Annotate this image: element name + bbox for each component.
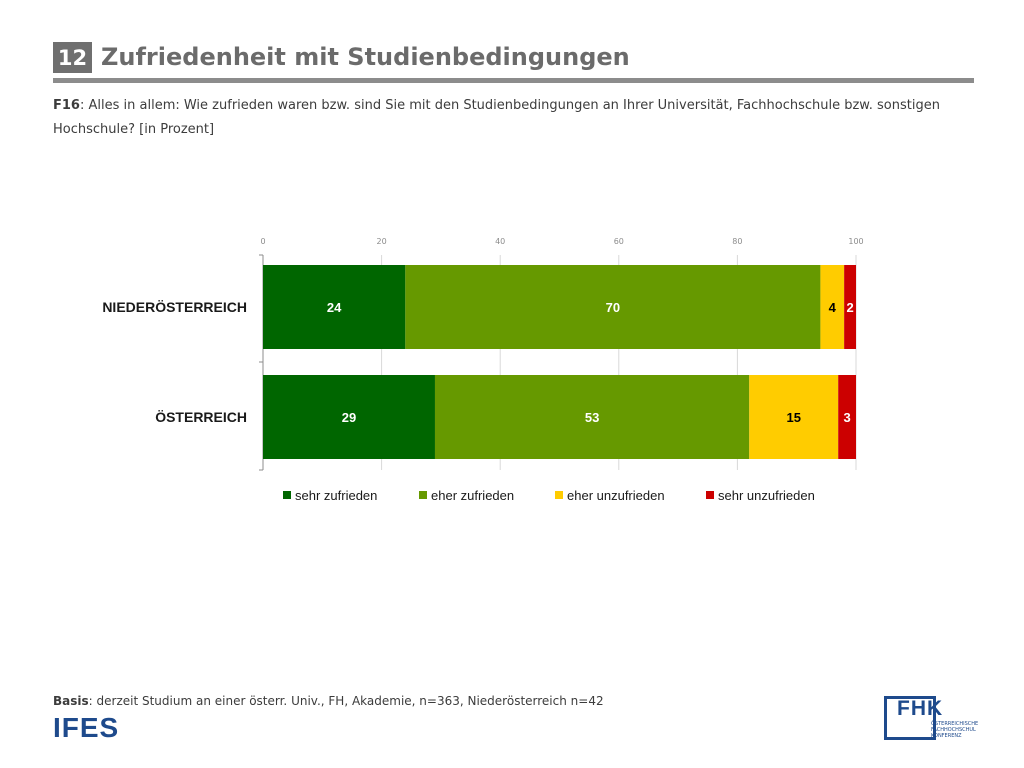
title-divider — [53, 78, 974, 83]
data-label: 15 — [787, 410, 801, 425]
page-title: Zufriedenheit mit Studienbedingungen — [101, 43, 630, 71]
bar-segment — [844, 265, 856, 349]
question-code: F16 — [53, 98, 80, 113]
fhk-logo-frame — [884, 696, 936, 740]
bar-segment — [820, 265, 845, 349]
slide-number-badge: 12 — [53, 42, 92, 73]
x-tick-label: 40 — [495, 237, 505, 246]
question-body: : Alles in allem: Wie zufrieden waren bz… — [53, 98, 940, 137]
ifes-logo: IFES — [53, 712, 119, 740]
category-label: NIEDERÖSTERREICH — [102, 299, 247, 315]
legend-label: eher zufrieden — [431, 488, 514, 503]
basis-text: : derzeit Studium an einer österr. Univ.… — [88, 694, 604, 708]
x-tick-label: 20 — [377, 237, 387, 246]
legend-swatch — [706, 491, 714, 499]
bar-segment — [434, 375, 750, 459]
legend-swatch — [419, 491, 427, 499]
legend-label: sehr unzufrieden — [718, 488, 815, 503]
x-tick-label: 0 — [260, 237, 265, 246]
bar-segment — [838, 375, 856, 459]
data-label: 2 — [846, 300, 853, 315]
question-text: F16: Alles in allem: Wie zufrieden waren… — [53, 94, 953, 142]
bar-segment — [263, 265, 406, 349]
data-label: 29 — [342, 410, 356, 425]
legend-label: eher unzufrieden — [567, 488, 665, 503]
bar-segment — [263, 375, 435, 459]
data-label: 3 — [843, 410, 850, 425]
fhk-logo-subtext: ÖSTERREICHISCHE FACHHOCHSCHUL KONFERENZ — [931, 721, 979, 739]
basis-label: Basis — [53, 694, 89, 708]
data-label: 53 — [585, 410, 599, 425]
fhk-logo-text: FHK — [897, 697, 944, 720]
legend-swatch — [555, 491, 563, 499]
x-tick-label: 80 — [732, 237, 742, 246]
x-tick-label: 60 — [614, 237, 624, 246]
data-label: 4 — [829, 300, 837, 315]
data-label: 24 — [327, 300, 342, 315]
legend-label: sehr zufrieden — [295, 488, 377, 503]
ifes-logo-text: IFES — [53, 712, 119, 740]
basis-note: Basis: derzeit Studium an einer österr. … — [53, 694, 604, 708]
legend-swatch — [283, 491, 291, 499]
data-label: 70 — [606, 300, 620, 315]
category-label: ÖSTERREICH — [155, 409, 247, 425]
bar-segment — [405, 265, 821, 349]
bar-segment — [749, 375, 839, 459]
x-tick-label: 100 — [848, 237, 863, 246]
